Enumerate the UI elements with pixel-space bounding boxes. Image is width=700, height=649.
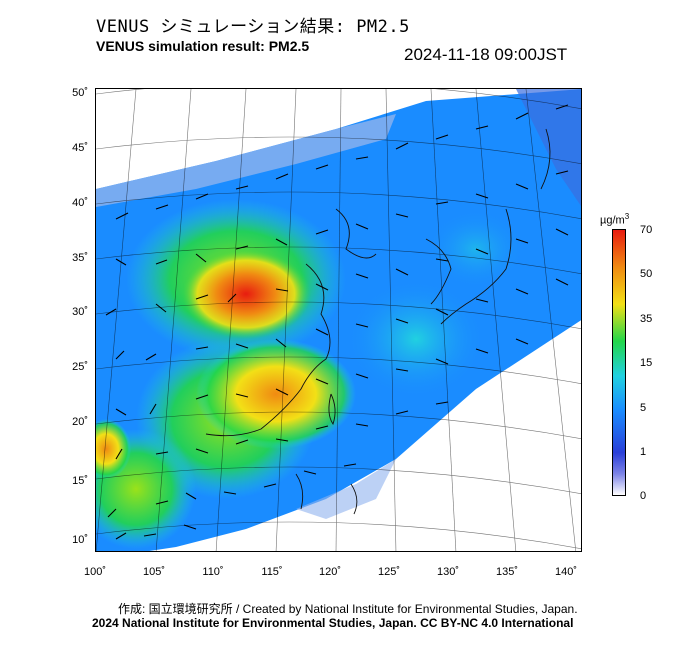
lat-label-50: 50˚	[72, 87, 88, 99]
colorbar-tick-35: 35	[640, 313, 653, 325]
colorbar-unit: µg/m3	[600, 212, 630, 227]
timestamp: 2024-11-18 09:00JST	[404, 45, 568, 64]
wind-vectors	[105, 104, 569, 540]
lon-label-110: 110˚	[202, 566, 224, 578]
colorbar-tick-15: 15	[640, 357, 653, 369]
colorbar-tick-5: 5	[640, 402, 647, 414]
title-english: VENUS simulation result: PM2.5	[96, 38, 310, 54]
lon-label-140: 140˚	[554, 566, 578, 578]
lat-label-40: 40˚	[72, 197, 88, 209]
lat-label-30: 30˚	[72, 306, 88, 318]
credit-line: 作成: 国立環境研究所 / Created by National Instit…	[118, 602, 578, 616]
copyright-line: 2024 National Institute for Environmenta…	[92, 616, 574, 630]
title-japanese: VENUS シミュレーション結果: PM2.5	[96, 17, 410, 37]
lon-label-125: 125˚	[377, 566, 401, 578]
pm25-map	[95, 88, 582, 552]
lat-label-20: 20˚	[72, 416, 88, 428]
lon-label-115: 115˚	[261, 566, 283, 578]
colorbar	[612, 229, 626, 496]
lat-label-35: 35˚	[72, 252, 88, 264]
lat-label-10: 10˚	[72, 534, 88, 546]
lon-label-120: 120˚	[318, 566, 342, 578]
lat-label-15: 15˚	[72, 475, 88, 487]
lon-label-135: 135˚	[495, 566, 519, 578]
colorbar-tick-1: 1	[640, 446, 647, 458]
map-canvas	[96, 89, 581, 551]
lat-label-25: 25˚	[72, 361, 88, 373]
colorbar-tick-50: 50	[640, 268, 653, 280]
lon-label-130: 130˚	[436, 566, 460, 578]
lon-label-105: 105˚	[142, 566, 166, 578]
lat-label-45: 45˚	[72, 142, 88, 154]
lon-label-100: 100˚	[83, 566, 107, 578]
colorbar-tick-0: 0	[640, 490, 647, 502]
colorbar-tick-70: 70	[640, 224, 653, 236]
colorbar-gradient	[613, 230, 625, 495]
